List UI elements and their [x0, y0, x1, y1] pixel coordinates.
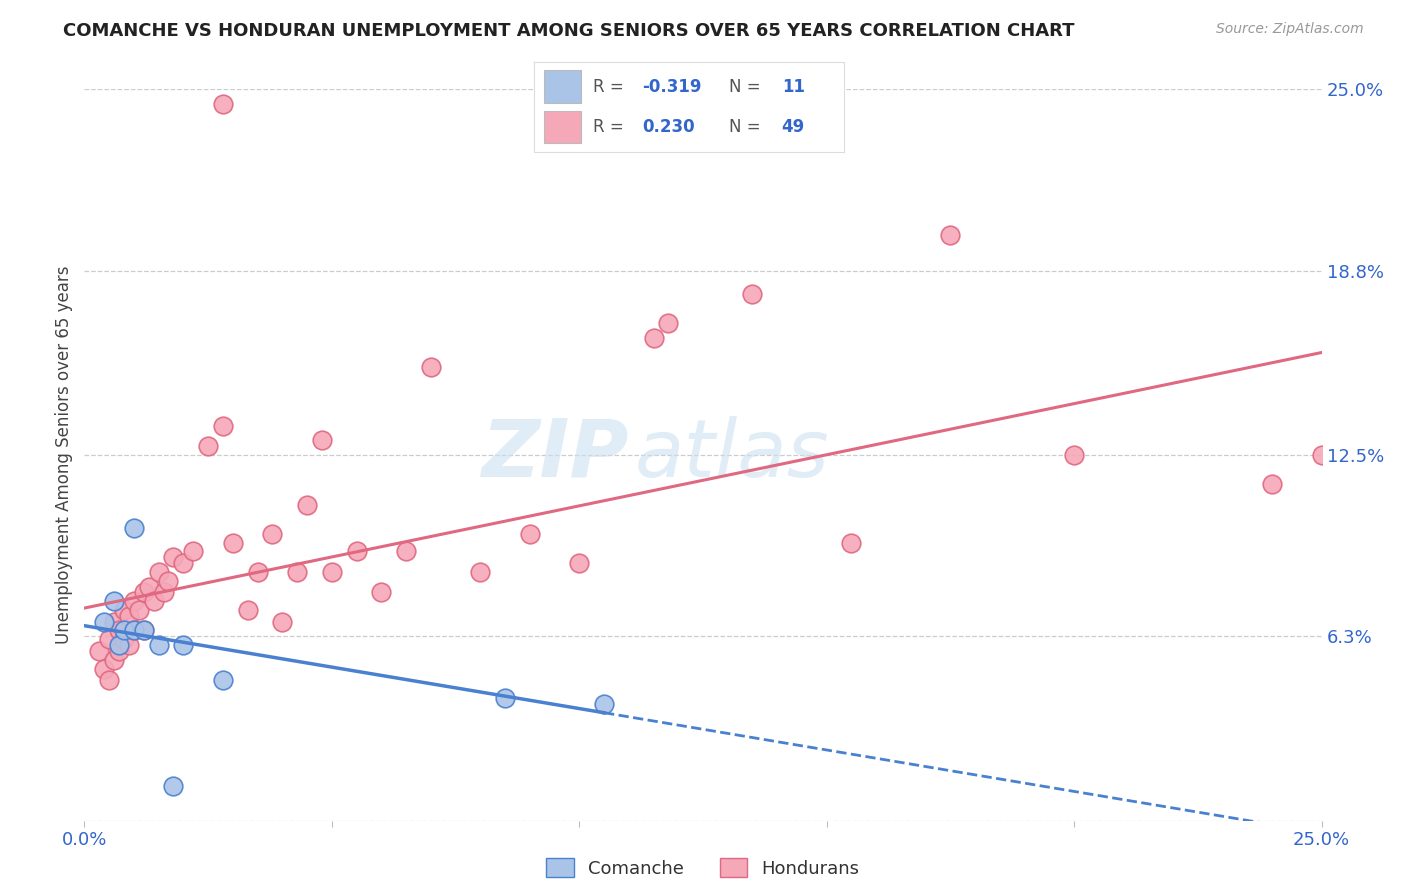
Point [236, 603, 259, 617]
Point [741, 287, 763, 301]
Point [321, 565, 343, 579]
Text: atlas: atlas [636, 416, 830, 494]
Text: 11: 11 [782, 78, 804, 95]
Point [122, 521, 145, 535]
Point [181, 544, 204, 558]
Point [148, 565, 170, 579]
Point [470, 565, 492, 579]
Point [212, 673, 235, 688]
Point [118, 638, 141, 652]
Point [395, 544, 418, 558]
Text: -0.319: -0.319 [643, 78, 702, 95]
Text: COMANCHE VS HONDURAN UNEMPLOYMENT AMONG SENIORS OVER 65 YEARS CORRELATION CHART: COMANCHE VS HONDURAN UNEMPLOYMENT AMONG … [63, 22, 1074, 40]
Point [172, 556, 194, 570]
Point [118, 608, 141, 623]
Point [841, 535, 863, 549]
Legend: Comanche, Hondurans: Comanche, Hondurans [540, 851, 866, 885]
Point [271, 615, 294, 629]
Text: ZIP: ZIP [481, 416, 628, 494]
Point [419, 360, 441, 375]
Point [128, 603, 150, 617]
Point [108, 624, 131, 638]
Point [643, 331, 665, 345]
Point [93, 661, 115, 675]
Point [108, 644, 131, 658]
Point [1310, 448, 1333, 462]
Text: R =: R = [593, 78, 624, 95]
Point [295, 498, 318, 512]
Point [246, 565, 269, 579]
Point [142, 594, 165, 608]
Text: 49: 49 [782, 118, 806, 136]
Point [98, 673, 121, 688]
Point [112, 624, 135, 638]
Point [103, 653, 125, 667]
Point [122, 624, 145, 638]
Text: N =: N = [730, 78, 761, 95]
Point [157, 574, 180, 588]
Point [285, 565, 308, 579]
Point [89, 644, 111, 658]
Text: N =: N = [730, 118, 761, 136]
Point [132, 624, 155, 638]
Point [122, 594, 145, 608]
Point [138, 580, 160, 594]
Point [162, 550, 184, 565]
Point [222, 535, 245, 549]
Bar [544, 70, 581, 103]
Point [1063, 448, 1085, 462]
Point [212, 96, 235, 111]
Point [262, 527, 284, 541]
Point [108, 638, 131, 652]
Point [172, 638, 194, 652]
Point [112, 632, 135, 647]
Point [112, 603, 135, 617]
Point [212, 418, 235, 433]
Point [494, 690, 516, 705]
Bar [544, 111, 581, 143]
Point [132, 585, 155, 599]
Point [519, 527, 541, 541]
Text: Source: ZipAtlas.com: Source: ZipAtlas.com [1216, 22, 1364, 37]
Point [98, 632, 121, 647]
Point [939, 228, 962, 243]
Point [568, 556, 591, 570]
Point [346, 544, 368, 558]
Point [122, 624, 145, 638]
Point [311, 434, 333, 448]
Point [593, 697, 616, 711]
Point [162, 779, 184, 793]
Point [1261, 477, 1284, 491]
Text: 0.230: 0.230 [643, 118, 695, 136]
Point [148, 638, 170, 652]
Point [370, 585, 392, 599]
Point [132, 624, 155, 638]
Point [197, 439, 219, 453]
Point [657, 316, 679, 330]
Point [93, 615, 115, 629]
Point [103, 615, 125, 629]
Point [152, 585, 174, 599]
Text: R =: R = [593, 118, 624, 136]
Point [103, 594, 125, 608]
Y-axis label: Unemployment Among Seniors over 65 years: Unemployment Among Seniors over 65 years [55, 266, 73, 644]
